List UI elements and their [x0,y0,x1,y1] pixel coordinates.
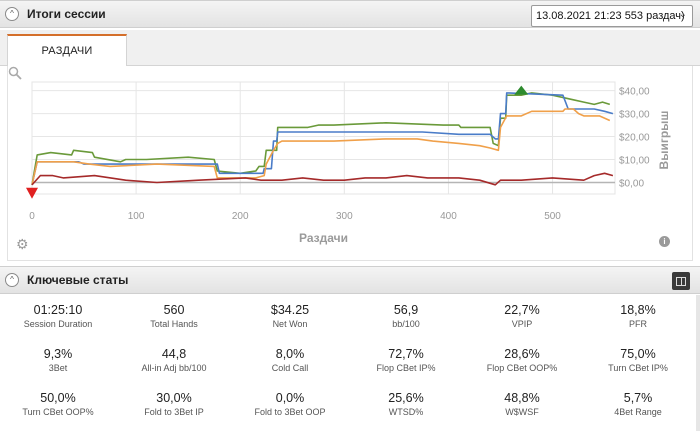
x-tick-label: 300 [336,211,353,222]
x-tick-label: 500 [544,211,561,222]
winnings-chart: $0,00 $10,00 $20,00 $30,00 $40,00 0 100 200 300 4… [7,66,693,261]
stat-label: Flop CBet IP% [376,363,436,373]
session-select-value: 13.08.2021 21:23 553 раздач) [536,10,685,22]
stat-label: Total Hands [150,319,198,329]
stat-label: bb/100 [392,319,420,329]
series-line [31,172,614,186]
y-tick-label: $40,00 [619,87,650,98]
stat-value: 8,0% [275,347,305,361]
series-line [31,108,611,185]
stat-value: 30,0% [156,391,192,405]
scrollbar[interactable] [696,295,700,431]
stat-value: 9,3% [43,347,73,361]
stat-label: All-in Adj bb/100 [141,363,207,373]
key-stats-panel: 01:25:10 Session Duration 560 Total Hands $3… [0,294,700,431]
stat-value: 18,8% [620,303,656,317]
stat-item: $34.25 Net Won [232,302,348,336]
chevron-down-icon[interactable]: ⌄ [678,9,687,20]
stat-label: WTSD% [388,407,424,417]
stat-label: Fold to 3Bet IP [144,407,204,417]
stat-item: 18,8% PFR [580,302,696,336]
stat-item: 50,0% Turn CBet OOP% [0,390,116,424]
stat-value: 75,0% [620,347,656,361]
x-tick-label: 0 [29,211,35,222]
x-axis-title: Раздачи [299,231,348,245]
x-tick-label: 400 [440,211,457,222]
series-line [31,92,611,185]
session-summary-header: ^ Итоги сессии 13.08.2021 21:23 553 разд… [0,0,700,28]
key-stats-header: ^ Ключевые статы [0,266,700,294]
info-icon[interactable]: i [659,236,670,247]
x-tick-label: 200 [232,211,249,222]
key-stats-grid: 01:25:10 Session Duration 560 Total Hands $3… [0,302,700,424]
stat-item: 72,7% Flop CBet IP% [348,346,464,380]
tab-bar: РАЗДАЧИ [0,30,700,66]
zoom-icon[interactable] [8,66,22,80]
x-tick-label: 100 [128,211,145,222]
stat-value: 48,8% [504,391,540,405]
stat-label: PFR [629,319,647,329]
stat-label: Session Duration [23,319,93,329]
y-axis-title: Выигрыш [657,111,671,170]
stat-item: 56,9 bb/100 [348,302,464,336]
stat-item: 75,0% Turn CBet IP% [580,346,696,380]
stat-label: W$WSF [505,407,539,417]
stat-value: 22,7% [504,303,540,317]
stat-label: Net Won [272,319,308,329]
stat-value: 01:25:10 [33,303,83,317]
stat-value: 72,7% [388,347,424,361]
series-line [31,92,614,185]
stat-item: 9,3% 3Bet [0,346,116,380]
stat-value: 25,6% [388,391,424,405]
stat-item: 0,0% Fold to 3Bet OOP [232,390,348,424]
layout-toggle-button[interactable] [672,272,690,290]
stat-value: 560 [163,303,185,317]
stat-item: 30,0% Fold to 3Bet IP [116,390,232,424]
stat-value: 0,0% [275,391,305,405]
session-select[interactable]: 13.08.2021 21:23 553 раздач) ⌄ [531,5,693,27]
y-tick-label: $30,00 [619,110,650,121]
collapse-session-button[interactable]: ^ [5,7,19,21]
stat-label: Turn CBet OOP% [22,407,94,417]
y-tick-label: $10,00 [619,156,650,167]
stat-item: 28,6% Flop CBet OOP% [464,346,580,380]
stat-item: 22,7% VPIP [464,302,580,336]
gear-icon[interactable]: ⚙ [16,236,29,252]
stat-label: VPIP [511,319,533,329]
stat-value: 50,0% [40,391,76,405]
stat-item: 8,0% Cold Call [232,346,348,380]
stat-label: Turn CBet IP% [608,363,668,373]
stat-label: Fold to 3Bet OOP [254,407,326,417]
stat-item: 01:25:10 Session Duration [0,302,116,336]
key-stats-title: Ключевые статы [27,273,129,287]
stat-value: $34.25 [270,303,310,317]
stat-value: 28,6% [504,347,540,361]
collapse-key-stats-button[interactable]: ^ [5,273,19,287]
max-marker-icon [514,85,529,95]
stat-label: 3Bet [48,363,68,373]
session-summary-title: Итоги сессии [27,7,106,21]
stat-item: 560 Total Hands [116,302,232,336]
min-marker-icon [26,187,38,199]
plot-frame [31,81,616,195]
stat-item: 44,8 All-in Adj bb/100 [116,346,232,380]
winnings-chart-svg: $0,00 $10,00 $20,00 $30,00 $40,00 0 100 200 300 4… [26,81,671,245]
stat-value: 56,9 [393,303,419,317]
columns-icon [676,276,686,286]
stat-item: 5,7% 4Bet Range [580,390,696,424]
y-tick-label: $20,00 [619,133,650,144]
stat-label: Flop CBet OOP% [486,363,558,373]
y-tick-label: $0,00 [619,179,644,190]
stat-value: 5,7% [623,391,653,405]
tab-hands[interactable]: РАЗДАЧИ [7,34,127,66]
stat-value: 44,8 [161,347,187,361]
stat-label: Cold Call [271,363,309,373]
stat-label: 4Bet Range [614,407,662,417]
stat-item: 25,6% WTSD% [348,390,464,424]
stat-item: 48,8% W$WSF [464,390,580,424]
